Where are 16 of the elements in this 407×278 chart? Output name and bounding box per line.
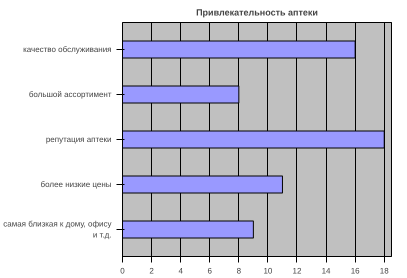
- x-tick-label: 12: [292, 266, 302, 276]
- x-tick-label: 8: [236, 266, 242, 276]
- y-tick-label: самая близкая к дому, офису и т.д.: [3, 220, 112, 240]
- y-tick-label: более низкие цены: [40, 180, 112, 189]
- x-tick-label: 6: [208, 266, 213, 276]
- x-tick-label: 10: [263, 266, 273, 276]
- x-tick-label: 16: [350, 266, 360, 276]
- y-tick-label: репутация аптеки: [46, 135, 112, 144]
- y-tick-label: качество обслуживания: [23, 45, 112, 54]
- chart-title: Привлекательность аптеки: [196, 8, 318, 18]
- x-tick-label: 14: [322, 266, 332, 276]
- x-tick-label: 18: [380, 266, 390, 276]
- y-tick-label: большой ассортимент: [28, 90, 112, 99]
- x-tick-label: 2: [149, 266, 154, 276]
- x-tick-label: 0: [120, 266, 126, 276]
- x-tick-label: 4: [178, 266, 184, 276]
